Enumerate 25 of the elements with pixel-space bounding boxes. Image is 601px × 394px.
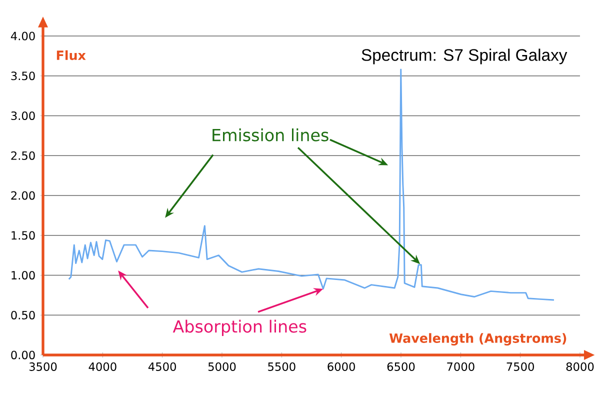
y-tick-label: 1.00 (12, 270, 35, 280)
x-tick-label: 6000 (328, 362, 355, 371)
x-tick-label: 7000 (447, 362, 474, 371)
y-tick-label: 3.50 (11, 72, 35, 80)
line-series (68, 68, 555, 301)
x-tick-label: 7500 (506, 362, 534, 371)
annotation: Emission lines (212, 128, 328, 142)
x-tick-label: 8000 (566, 362, 594, 371)
y-tick-label: 2.00 (11, 191, 35, 200)
text: Spectrum: S7 Spiral Galaxy (362, 48, 568, 64)
x-axis-title: Wavelength (Angstroms) (389, 333, 566, 346)
y-tick-label: 3.00 (11, 111, 35, 120)
x-tick-label: 5000 (208, 362, 236, 371)
y-axis-title: Flux (56, 50, 86, 60)
x-tick-label: 4500 (148, 362, 176, 371)
y-tick-label: 4.00 (10, 32, 35, 40)
x-tick-label: 4000 (88, 362, 116, 371)
y-tick-label: 0.00 (11, 350, 35, 360)
x-tick-label: 5500 (268, 362, 296, 371)
y-tick-label: 1.50 (12, 231, 35, 240)
x-tick-label: 3500 (29, 362, 57, 371)
y-tick-label: 0.50 (11, 310, 35, 320)
x-tick-label: 6500 (387, 362, 415, 371)
y-tick-label: 2.50 (11, 151, 35, 160)
annotation: Absorption lines (172, 320, 306, 336)
